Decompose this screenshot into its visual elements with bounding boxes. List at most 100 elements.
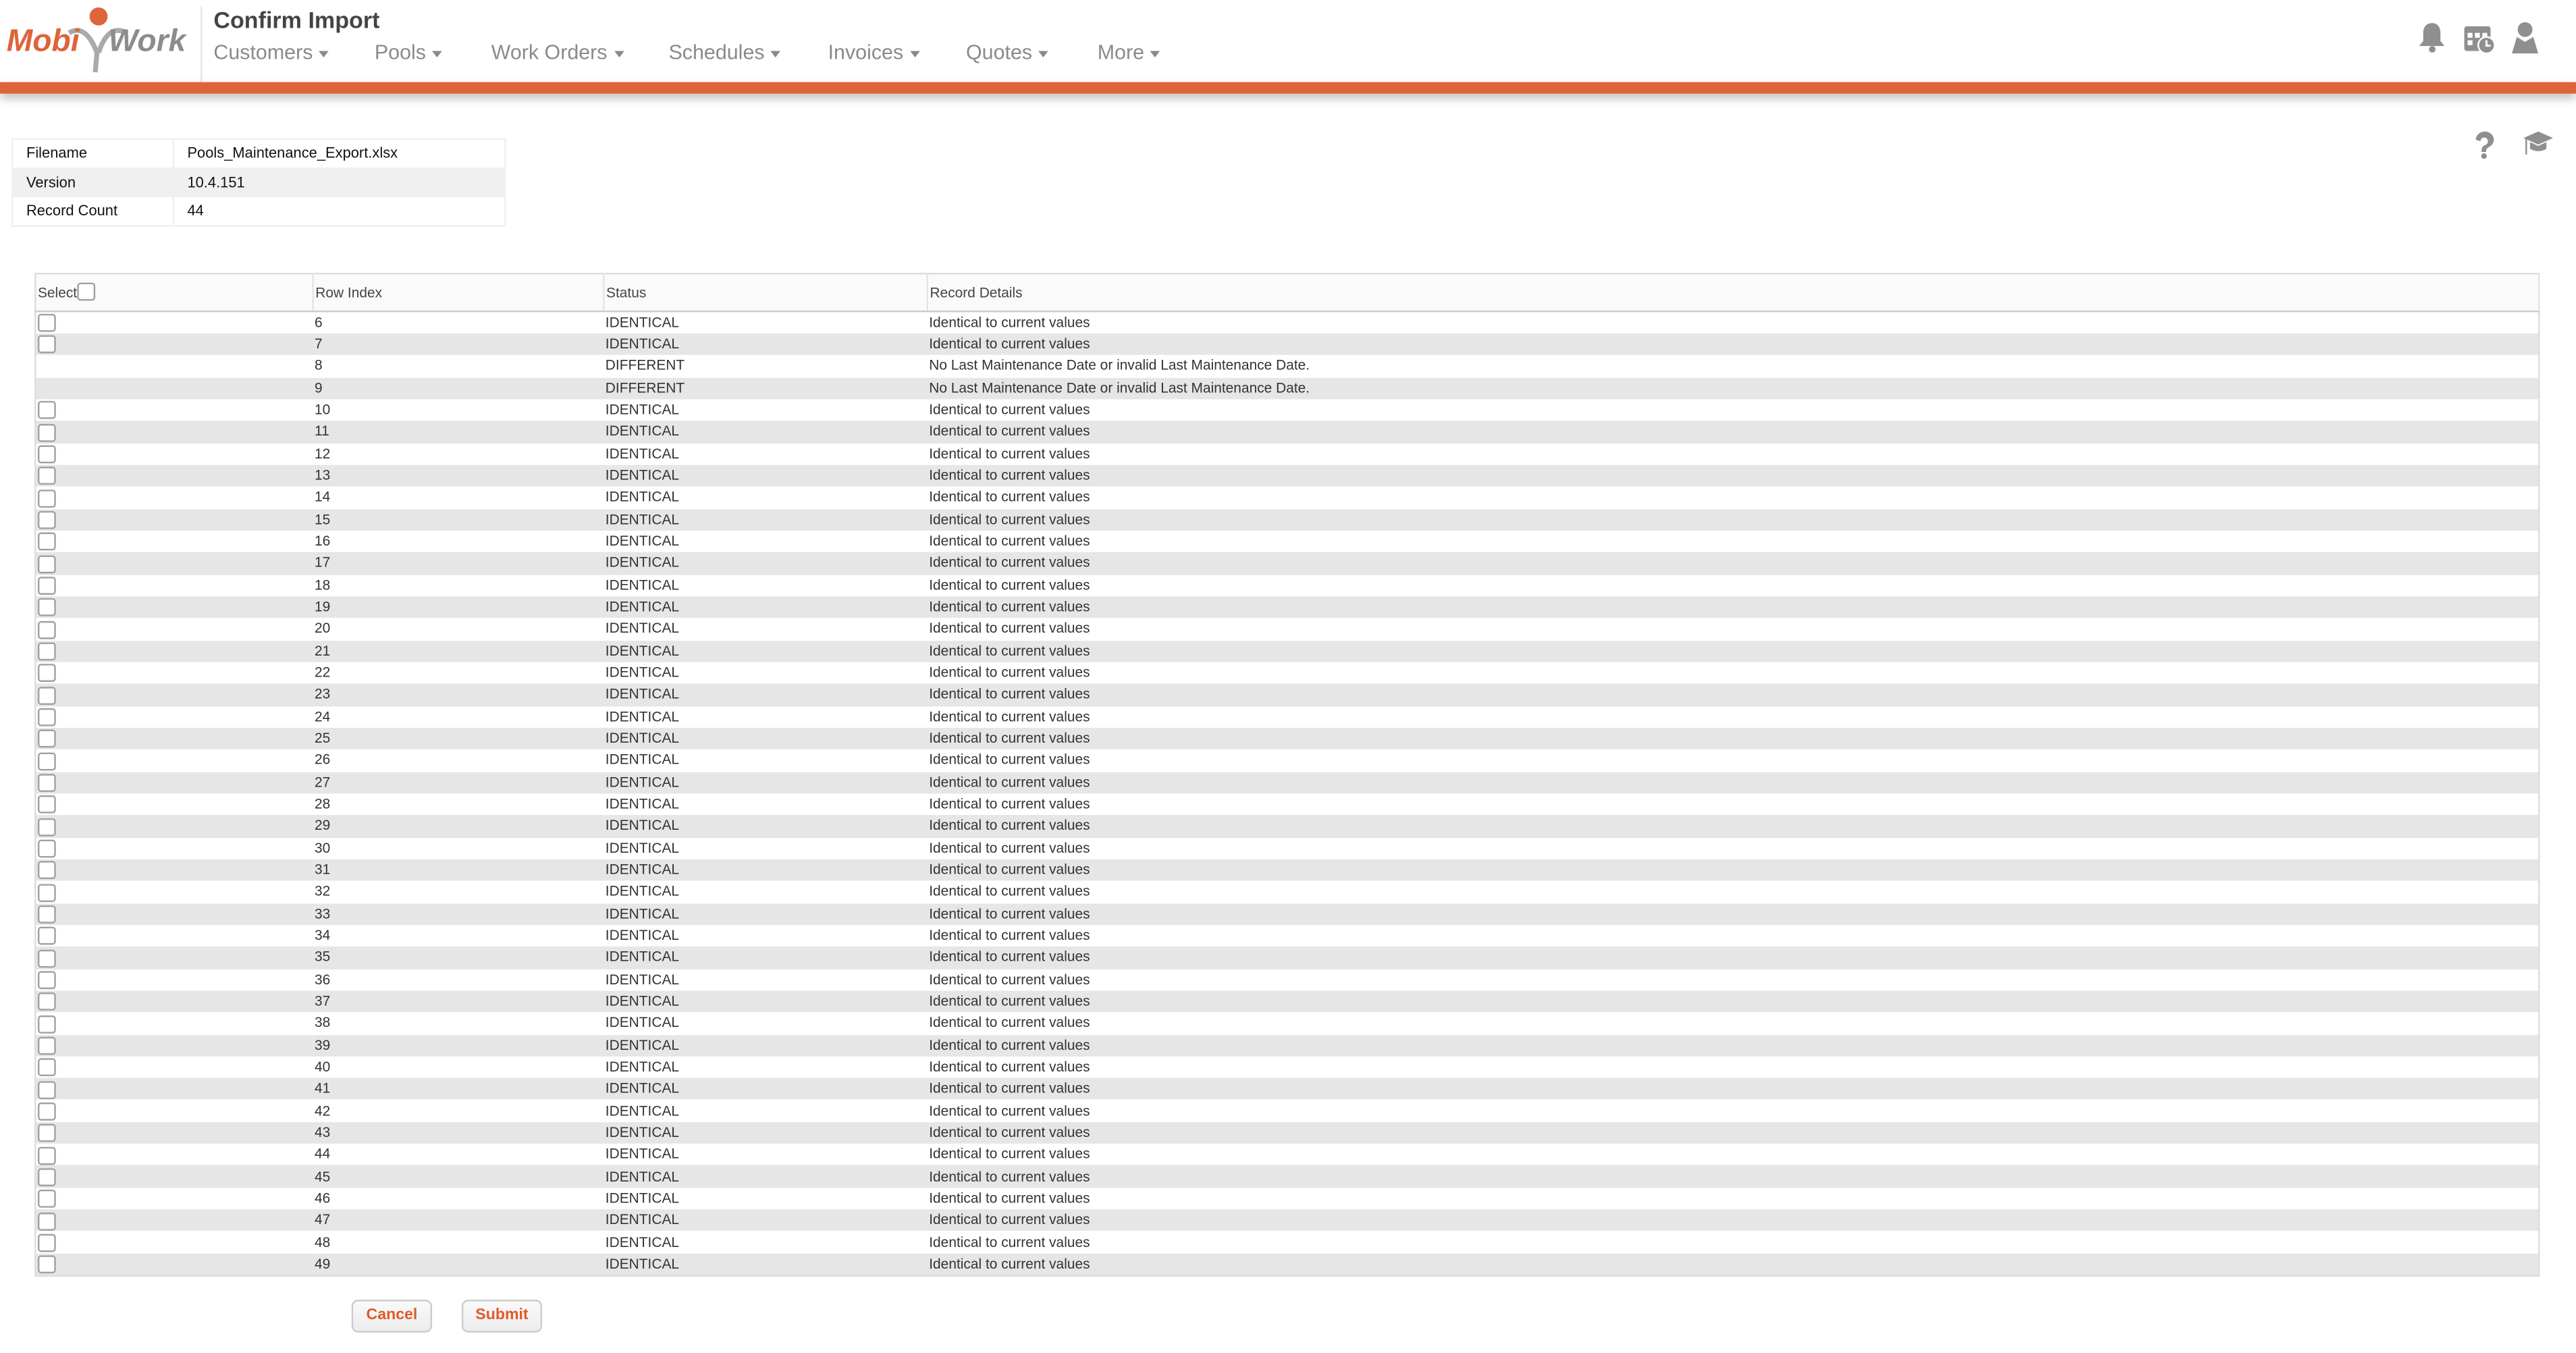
row-index-cell: 37 xyxy=(313,990,604,1013)
row-checkbox[interactable] xyxy=(37,839,56,858)
status-cell: DIFFERENT xyxy=(603,377,928,400)
table-row: 11 IDENTICAL Identical to current values xyxy=(35,421,2540,444)
table-row: 36 IDENTICAL Identical to current values xyxy=(35,969,2539,990)
row-index-cell: 41 xyxy=(313,1078,604,1100)
record-details-cell: Identical to current values xyxy=(927,465,2540,487)
nav-invoices[interactable]: Invoices xyxy=(828,41,920,64)
row-index-cell: 12 xyxy=(315,445,331,462)
row-checkbox[interactable] xyxy=(37,708,56,726)
record-details-cell: Identical to current values xyxy=(927,771,2540,794)
row-index-cell: 32 xyxy=(315,882,331,900)
row-checkbox[interactable] xyxy=(37,620,56,639)
row-checkbox[interactable] xyxy=(37,971,56,989)
row-index-cell: 26 xyxy=(315,751,331,768)
row-checkbox[interactable] xyxy=(37,1036,56,1055)
file-info-table: Filename Pools_Maintenance_Export.xlsx Ve… xyxy=(11,138,506,226)
row-checkbox[interactable] xyxy=(37,1080,56,1099)
row-checkbox[interactable] xyxy=(37,1146,56,1165)
row-checkbox[interactable] xyxy=(37,795,56,814)
table-row: 43 IDENTICAL Identical to current values xyxy=(35,1121,2540,1144)
row-checkbox[interactable] xyxy=(37,992,56,1011)
row-index-cell: 46 xyxy=(315,1189,331,1206)
row-checkbox[interactable] xyxy=(37,751,56,770)
row-index-cell: 6 xyxy=(315,313,323,331)
caret-down-icon xyxy=(1038,50,1049,57)
row-checkbox[interactable] xyxy=(37,642,56,661)
row-checkbox[interactable] xyxy=(37,927,56,945)
row-checkbox[interactable] xyxy=(37,883,56,902)
select-all-checkbox[interactable] xyxy=(77,282,95,301)
row-checkbox[interactable] xyxy=(37,336,56,354)
row-checkbox[interactable] xyxy=(37,686,56,705)
record-details-cell: Identical to current values xyxy=(927,727,2540,750)
status-cell: IDENTICAL xyxy=(603,1165,928,1188)
select-cell xyxy=(35,1209,313,1231)
row-checkbox[interactable] xyxy=(37,423,56,442)
row-checkbox[interactable] xyxy=(37,818,56,836)
submit-button[interactable]: Submit xyxy=(461,1300,543,1333)
record-details-cell: Identical to current values xyxy=(927,552,2540,575)
graduation-cap-icon[interactable] xyxy=(2523,131,2553,157)
nav-more[interactable]: More xyxy=(1098,41,1161,64)
row-checkbox[interactable] xyxy=(37,401,56,420)
row-checkbox[interactable] xyxy=(37,1211,56,1230)
row-checkbox[interactable] xyxy=(37,1190,56,1209)
nav-label: Work Orders xyxy=(491,41,608,64)
nav-schedules[interactable]: Schedules xyxy=(669,41,781,64)
nav-customers[interactable]: Customers xyxy=(213,41,329,64)
info-row-version: Version 10.4.151 xyxy=(11,167,506,198)
status-cell: IDENTICAL xyxy=(605,970,680,987)
row-checkbox[interactable] xyxy=(37,861,56,880)
record-details-cell: Identical to current values xyxy=(927,596,2540,618)
user-icon[interactable] xyxy=(2512,22,2539,55)
row-checkbox[interactable] xyxy=(37,314,56,333)
row-checkbox[interactable] xyxy=(37,1124,56,1142)
row-checkbox[interactable] xyxy=(37,1102,56,1121)
bell-icon[interactable] xyxy=(2418,22,2446,55)
status-cell: IDENTICAL xyxy=(603,1253,928,1276)
row-checkbox[interactable] xyxy=(37,445,56,464)
table-row: 33 IDENTICAL Identical to current values xyxy=(35,903,2540,925)
status-cell: IDENTICAL xyxy=(605,926,680,943)
row-index-cell: 36 xyxy=(315,970,331,987)
row-checkbox[interactable] xyxy=(37,510,56,529)
record-details-cell: Identical to current values xyxy=(927,947,2540,969)
row-checkbox[interactable] xyxy=(37,598,56,617)
row-checkbox[interactable] xyxy=(37,554,56,573)
row-checkbox[interactable] xyxy=(37,664,56,683)
row-index-cell: 13 xyxy=(313,465,604,487)
row-checkbox[interactable] xyxy=(37,1233,56,1252)
select-cell xyxy=(35,618,313,640)
row-checkbox[interactable] xyxy=(37,730,56,749)
select-cell xyxy=(35,421,313,444)
row-checkbox[interactable] xyxy=(37,467,56,485)
calendar-clock-icon[interactable] xyxy=(2463,22,2496,55)
nav-work-orders[interactable]: Work Orders xyxy=(491,41,624,64)
record-details-cell: Identical to current values xyxy=(927,508,2540,531)
row-checkbox[interactable] xyxy=(37,949,56,967)
row-checkbox[interactable] xyxy=(37,1167,56,1186)
status-cell: IDENTICAL xyxy=(605,1189,680,1206)
select-cell xyxy=(35,1100,313,1121)
cancel-button[interactable]: Cancel xyxy=(351,1300,433,1333)
status-cell: IDENTICAL xyxy=(605,664,680,681)
select-cell xyxy=(35,640,313,662)
info-row-count: Record Count 44 xyxy=(11,195,506,226)
nav-quotes[interactable]: Quotes xyxy=(966,41,1049,64)
row-checkbox[interactable] xyxy=(37,1014,56,1033)
help-icon[interactable] xyxy=(2474,131,2496,159)
row-checkbox[interactable] xyxy=(37,1255,56,1274)
mobiwork-logo[interactable]: Mobi Work xyxy=(3,3,192,76)
record-details-cell: Identical to current values xyxy=(927,1078,2540,1100)
nav-pools[interactable]: Pools xyxy=(375,41,443,64)
record-details-cell: Identical to current values xyxy=(927,334,2540,356)
table-row: 26 IDENTICAL Identical to current values xyxy=(35,749,2539,771)
row-checkbox[interactable] xyxy=(37,905,56,924)
select-cell xyxy=(35,815,313,838)
row-checkbox[interactable] xyxy=(37,577,56,595)
row-index-cell: 40 xyxy=(315,1058,331,1075)
row-checkbox[interactable] xyxy=(37,1058,56,1077)
row-checkbox[interactable] xyxy=(37,533,56,552)
row-checkbox[interactable] xyxy=(37,774,56,792)
row-checkbox[interactable] xyxy=(37,489,56,508)
